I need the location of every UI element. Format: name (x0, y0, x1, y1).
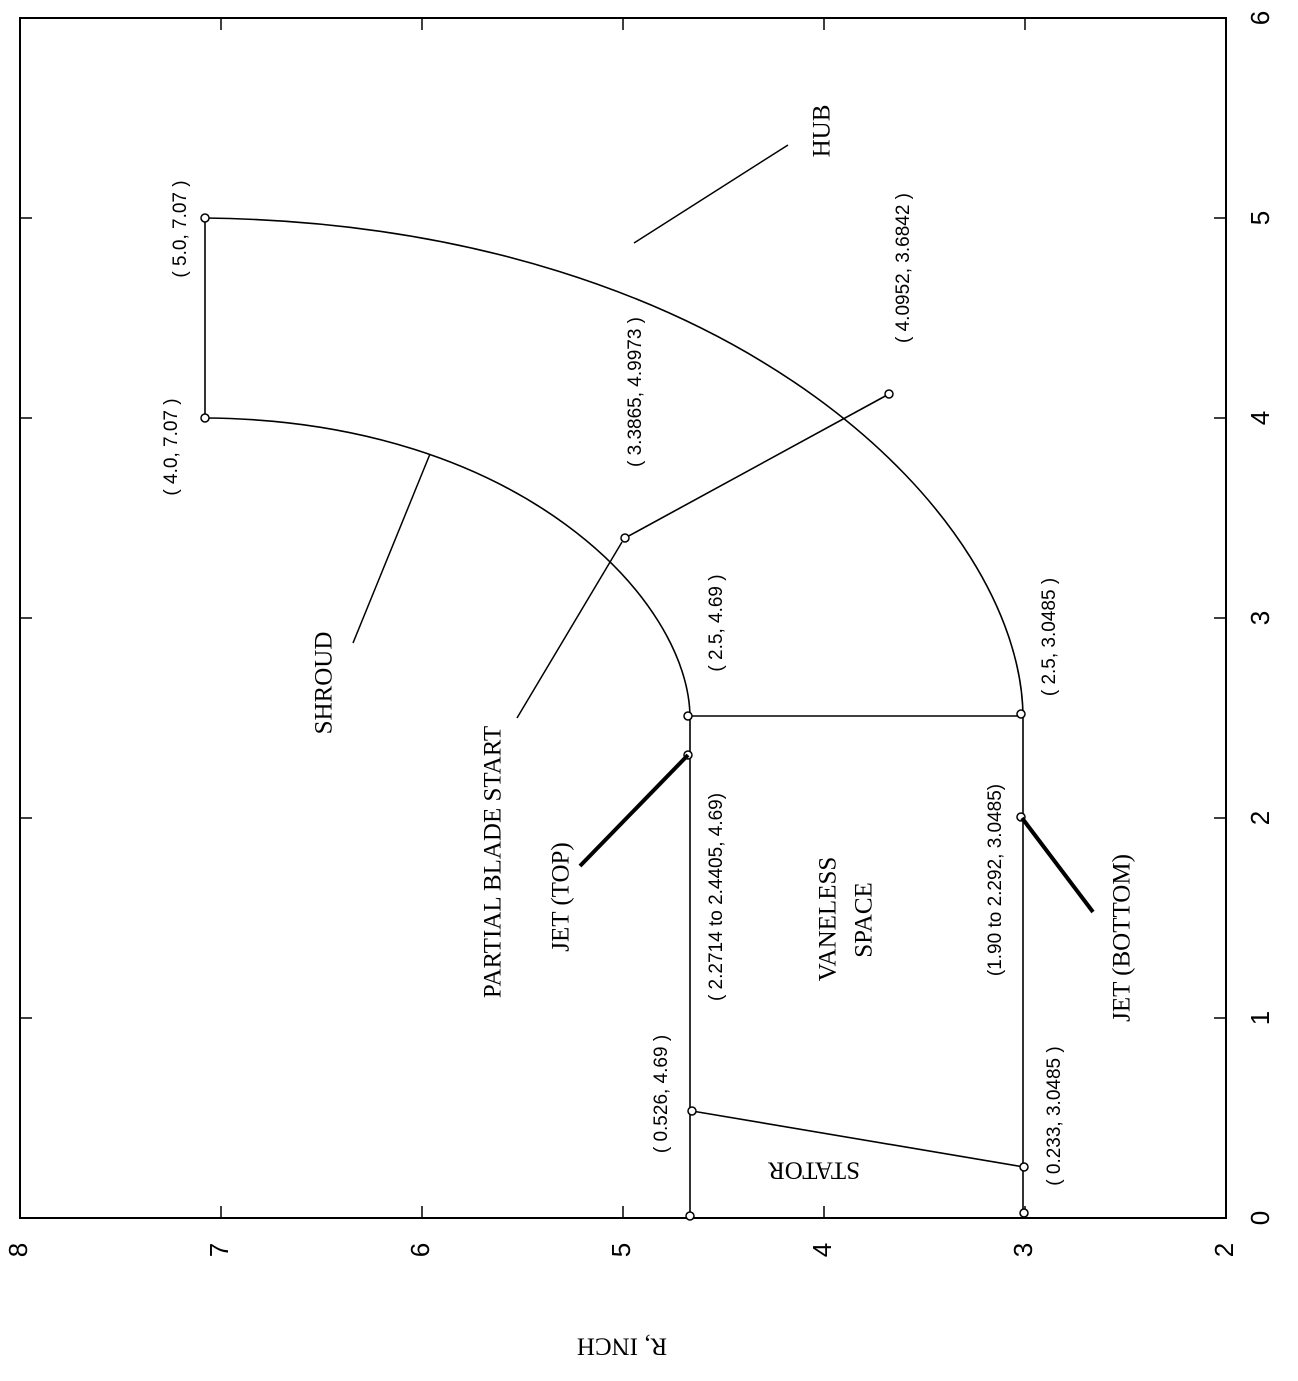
x-tick-0: 0 (1245, 1211, 1275, 1225)
coord-25-30485: ( 2.5, 3.0485 ) (1039, 578, 1060, 696)
point-markers (200, 213, 1029, 1221)
coord-jet-top-range: ( 2.2714 to 2.4405, 4.69) (706, 793, 727, 1001)
x-tick-3: 3 (1245, 611, 1275, 625)
hub-label: HUB (809, 105, 836, 158)
top-ticks (220, 18, 1026, 30)
r-tick-3: 3 (1008, 1243, 1038, 1257)
left-ticks (20, 217, 32, 1019)
x-tick-2: 2 (1245, 811, 1275, 825)
r-tick-5: 5 (606, 1243, 636, 1257)
shroud-leader (352, 453, 431, 644)
r-tick-7: 7 (204, 1243, 234, 1257)
coord-25-469: ( 2.5, 4.69 ) (706, 574, 727, 671)
r-tick-6: 6 (405, 1243, 435, 1257)
jet-bottom-label: JET (BOTTOM) (1109, 854, 1136, 1022)
marker-25-30485 (1016, 709, 1026, 719)
right-ticks (1214, 217, 1226, 1019)
partial-blade-start-label: PARTIAL BLADE START (480, 726, 507, 998)
marker-0-469 (685, 1211, 695, 1221)
marker-25-469 (683, 711, 693, 721)
jet-bottom-leader (1020, 816, 1095, 914)
marker-4-707 (200, 413, 210, 423)
coord-jet-bottom-range: (1.90 to 2.292, 3.0485) (985, 784, 1006, 976)
coord-0526-469: ( 0.526, 4.69 ) (651, 1035, 672, 1153)
coord-4-707: ( 4.0, 7.07 ) (161, 398, 182, 495)
leader-lines (352, 144, 1095, 914)
r-tick-labels: 8 7 6 5 4 3 2 (3, 1243, 1239, 1257)
stator-trailing-edge (691, 1110, 1025, 1168)
marker-5-707 (200, 213, 210, 223)
jet-top-label: JET (TOP) (548, 842, 575, 952)
vaneless-label-line1: VANELESS (815, 857, 842, 982)
shroud-label: SHROUD (311, 632, 338, 735)
hub-leader (633, 144, 789, 244)
x-tick-1: 1 (1245, 1011, 1275, 1025)
vaneless-label-line2: SPACE (851, 882, 878, 958)
bottom-ticks (220, 1206, 1026, 1218)
marker-0233-30485 (1019, 1162, 1029, 1172)
r-tick-2: 2 (1209, 1243, 1239, 1257)
coord-5-707: ( 5.0, 7.07 ) (170, 180, 191, 277)
marker-0-30485 (1019, 1208, 1029, 1218)
jet-top-leader (578, 753, 690, 868)
r-tick-4: 4 (807, 1243, 837, 1257)
marker-hub-blade (884, 389, 894, 399)
x-tick-5: 5 (1245, 211, 1275, 225)
stator-label: STATOR (768, 1156, 860, 1183)
shroud-wall (204, 417, 691, 1218)
coord-shroud-blade: ( 3.3865, 4.9973 ) (625, 317, 646, 467)
flow-path-geometry (204, 217, 1025, 1218)
coord-hub-blade: ( 4.0952, 3.6842 ) (893, 193, 914, 343)
marker-shroud-blade (620, 533, 630, 543)
r-tick-8: 8 (3, 1243, 33, 1257)
partial-blade-leader (516, 541, 623, 719)
partial-blade-leading-edge (624, 393, 890, 539)
coord-0233-30485: ( 0.233, 3.0485 ) (1044, 1046, 1065, 1185)
r-axis-title: R, INCH (577, 1332, 667, 1359)
x-tick-6: 6 (1245, 11, 1275, 25)
x-tick-labels: 0 1 2 3 4 5 6 (1245, 11, 1275, 1225)
marker-0526-469 (687, 1106, 697, 1116)
x-tick-4: 4 (1245, 411, 1275, 425)
hub-wall (204, 217, 1024, 1218)
